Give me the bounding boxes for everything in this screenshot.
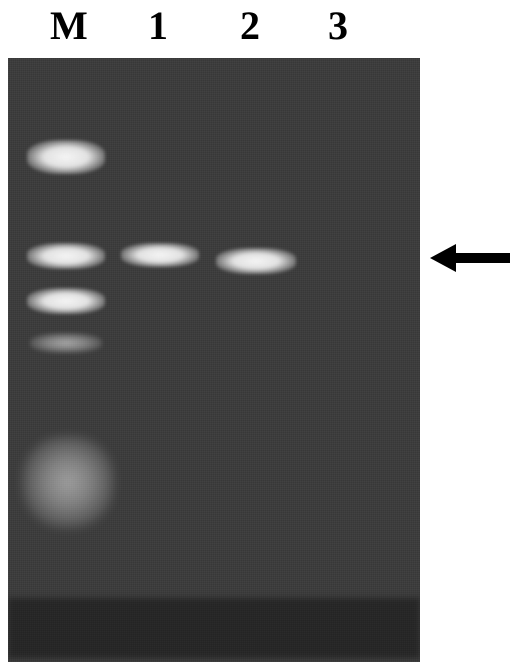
marker-band (27, 288, 105, 314)
lane-label-marker: M (50, 2, 88, 49)
gel-dark-bottom (8, 598, 420, 658)
lane-label-3: 3 (328, 2, 348, 49)
marker-smear (22, 436, 114, 528)
gel-image (8, 58, 420, 662)
lane2-band (216, 248, 296, 274)
marker-band (27, 243, 105, 269)
marker-band (30, 333, 102, 353)
lane-labels-row: M 1 2 3 (0, 0, 517, 48)
lane-label-2: 2 (240, 2, 260, 49)
target-band-arrow-icon (426, 238, 512, 278)
marker-band (27, 140, 105, 174)
lane1-band (121, 243, 199, 267)
lane-label-1: 1 (148, 2, 168, 49)
